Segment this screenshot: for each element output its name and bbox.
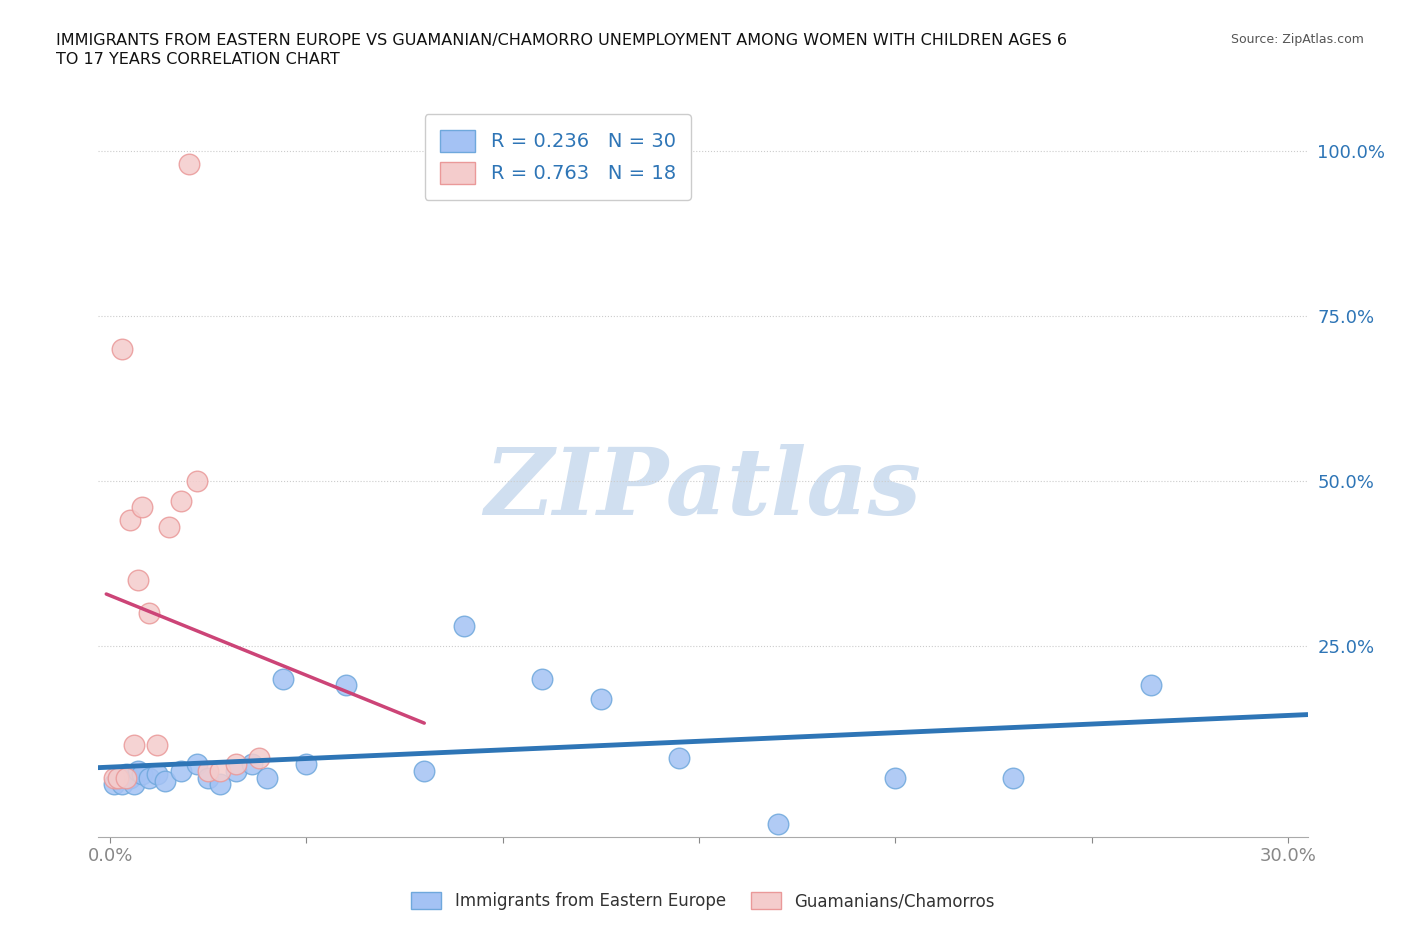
Point: [138, 770, 160, 785]
Legend: R = 0.236   N = 30, R = 0.763   N = 18: R = 0.236 N = 30, R = 0.763 N = 18: [425, 114, 692, 200]
Point: [256, 770, 278, 785]
Point: [1139, 678, 1161, 693]
Point: [531, 671, 554, 686]
Point: [153, 774, 176, 789]
Point: [127, 572, 149, 587]
Point: [209, 764, 232, 778]
Point: [146, 737, 169, 752]
Point: [668, 751, 690, 765]
Point: [177, 157, 200, 172]
Point: [225, 757, 247, 772]
Point: [103, 770, 125, 785]
Point: [589, 691, 612, 706]
Text: IMMIGRANTS FROM EASTERN EUROPE VS GUAMANIAN/CHAMORRO UNEMPLOYMENT AMONG WOMEN WI: IMMIGRANTS FROM EASTERN EUROPE VS GUAMAN…: [56, 33, 1067, 67]
Text: Source: ZipAtlas.com: Source: ZipAtlas.com: [1230, 33, 1364, 46]
Point: [884, 770, 907, 785]
Point: [103, 777, 125, 791]
Point: [131, 767, 153, 782]
Point: [111, 777, 134, 791]
Point: [170, 764, 193, 778]
Point: [766, 817, 789, 831]
Point: [157, 520, 180, 535]
Point: [115, 770, 138, 785]
Point: [197, 764, 219, 778]
Point: [186, 473, 208, 488]
Point: [111, 341, 134, 356]
Point: [271, 671, 294, 686]
Point: [122, 737, 145, 752]
Point: [107, 770, 129, 785]
Point: [209, 777, 232, 791]
Point: [1002, 770, 1025, 785]
Point: [413, 764, 436, 778]
Point: [122, 777, 145, 791]
Point: [107, 770, 129, 785]
Point: [138, 605, 160, 620]
Point: [118, 770, 141, 785]
Point: [295, 757, 318, 772]
Point: [170, 493, 193, 508]
Text: ZIPatlas: ZIPatlas: [485, 444, 921, 534]
Point: [118, 513, 141, 528]
Point: [335, 678, 357, 693]
Legend: Immigrants from Eastern Europe, Guamanians/Chamorros: Immigrants from Eastern Europe, Guamania…: [405, 885, 1001, 917]
Point: [225, 764, 247, 778]
Point: [240, 757, 263, 772]
Point: [131, 499, 153, 514]
Point: [186, 757, 208, 772]
Point: [453, 618, 475, 633]
Point: [127, 764, 149, 778]
Point: [146, 767, 169, 782]
Point: [247, 751, 270, 765]
Point: [197, 770, 219, 785]
Point: [115, 767, 138, 782]
